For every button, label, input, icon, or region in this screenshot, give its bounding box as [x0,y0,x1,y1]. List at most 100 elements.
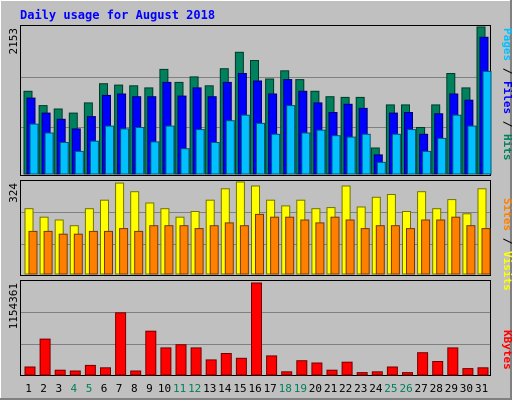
bar-kbytes-day-5 [84,364,96,376]
bar-kbytes-day-12 [190,347,202,376]
bar-kbytes-day-13 [205,359,217,376]
bar-pages-day-29 [452,114,462,175]
bar-pages-day-8 [135,127,145,175]
bar-sites-day-25 [390,225,400,275]
bar-sites-day-9 [149,225,159,275]
bar-sites-day-23 [360,228,370,275]
bar-pages-day-10 [165,125,175,175]
bar-kbytes-day-31 [477,367,489,376]
bar-pages-day-7 [120,128,130,175]
bar-kbytes-day-25 [386,366,398,376]
bar-pages-day-5 [89,140,99,175]
bar-sites-day-17 [270,216,280,275]
legend-sites: Sites [501,198,512,231]
bar-kbytes-day-11 [175,344,187,376]
x-tick-label-day-14: 14 [218,382,232,395]
bar-pages-day-16 [256,122,265,175]
x-tick-label-day-31: 31 [475,382,488,395]
x-tick-label-day-27: 27 [414,382,427,395]
bar-pages-day-1 [29,123,39,175]
bar-pages-day-28 [437,137,447,175]
bar-sites-day-31 [481,228,491,275]
bars-kbytes [24,282,489,376]
bar-sites-day-13 [209,225,219,275]
x-tick-label-day-6: 6 [101,382,108,395]
bar-pages-day-19 [301,132,311,175]
bar-pages-day-24 [376,161,386,175]
bar-pages-day-30 [467,125,477,175]
bar-kbytes-day-26 [402,372,413,376]
legend-kbytes: KBytes [501,330,512,370]
bar-pages-day-23 [361,133,371,175]
bar-kbytes-day-7 [115,312,127,376]
bar-kbytes-day-10 [160,347,172,376]
bar-kbytes-day-17 [266,355,278,376]
x-tick-label-day-30: 30 [460,382,473,395]
x-tick-label-day-1: 1 [25,382,32,395]
bar-pages-day-3 [59,142,69,175]
bar-sites-day-18 [285,216,295,275]
bar-pages-day-6 [105,125,114,175]
bar-kbytes-day-16 [251,282,262,376]
x-tick-label-day-12: 12 [188,382,201,395]
legend-files: Files [501,81,512,114]
x-tick-label-day-18: 18 [279,382,292,395]
bar-sites-day-2 [43,230,53,275]
bar-kbytes-day-18 [281,371,293,376]
bar-kbytes-day-29 [447,347,459,376]
bar-sites-day-19 [300,219,310,275]
bar-pages-day-2 [44,132,54,175]
bar-kbytes-day-30 [462,368,474,376]
bar-kbytes-day-22 [341,361,353,376]
bar-pages-day-26 [407,129,416,175]
ymax-label-hits: 2153 [7,28,20,55]
x-tick-label-day-11: 11 [173,382,186,395]
bar-pages-day-20 [316,129,326,175]
x-tick-label-day-17: 17 [264,382,277,395]
bar-pages-day-11 [180,148,190,175]
bar-sites-day-21 [330,216,340,275]
bar-pages-day-25 [391,133,401,175]
bar-sites-day-8 [134,230,144,275]
bar-kbytes-day-1 [24,366,36,376]
bar-sites-day-3 [58,233,68,275]
bar-pages-day-17 [271,133,281,175]
bar-pages-day-12 [195,129,205,175]
bar-sites-day-14 [224,222,234,275]
bar-kbytes-day-19 [296,360,308,376]
x-tick-label-day-25: 25 [384,382,397,395]
x-tick-label-day-15: 15 [233,382,246,395]
bar-sites-day-29 [451,216,461,275]
bar-sites-day-15 [239,225,249,275]
bar-pages-day-9 [150,141,160,175]
bar-sites-day-7 [119,228,129,275]
x-tick-label-day-23: 23 [354,382,367,395]
bar-sites-day-1 [28,230,38,275]
bar-kbytes-day-2 [39,338,51,376]
x-tick-label-day-8: 8 [131,382,138,395]
bar-sites-day-24 [375,225,385,275]
x-tick-label-day-13: 13 [203,382,216,395]
bar-sites-day-6 [104,230,113,275]
bar-kbytes-day-15 [235,357,247,376]
bar-sites-day-4 [73,233,83,275]
bar-kbytes-day-21 [326,369,338,376]
bar-pages-day-4 [74,150,84,175]
bar-kbytes-day-20 [311,362,323,376]
chart-title: Daily usage for August 2018 [20,8,215,22]
bar-sites-day-28 [436,219,446,275]
bar-pages-day-27 [422,150,432,175]
x-tick-label-day-21: 21 [324,382,337,395]
bar-pages-day-21 [331,135,341,175]
bar-sites-day-26 [406,228,415,275]
legend-pages-files-hits: Pages / Files / Hits [501,28,512,161]
bar-pages-day-31 [482,70,492,175]
bar-kbytes-day-3 [54,369,66,376]
bar-kbytes-day-9 [145,330,157,376]
bar-sites-day-22 [345,219,355,275]
x-tick-label-day-2: 2 [40,382,47,395]
x-tick-label-day-3: 3 [55,382,62,395]
x-tick-label-day-22: 22 [339,382,352,395]
x-tick-label-day-26: 26 [399,382,412,395]
